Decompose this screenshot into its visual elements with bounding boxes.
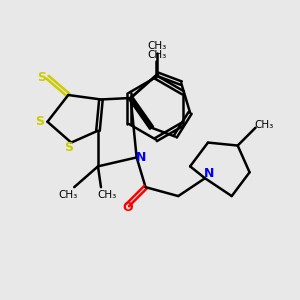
- Text: CH₃: CH₃: [148, 50, 167, 60]
- Text: CH₃: CH₃: [148, 41, 167, 51]
- Text: O: O: [122, 202, 133, 214]
- Text: N: N: [136, 151, 146, 164]
- Text: CH₃: CH₃: [255, 120, 274, 130]
- Text: S: S: [35, 115, 44, 128]
- Text: S: S: [37, 71, 46, 84]
- Text: CH₃: CH₃: [97, 190, 116, 200]
- Text: N: N: [204, 167, 214, 180]
- Text: S: S: [64, 140, 73, 154]
- Text: CH₃: CH₃: [58, 190, 78, 200]
